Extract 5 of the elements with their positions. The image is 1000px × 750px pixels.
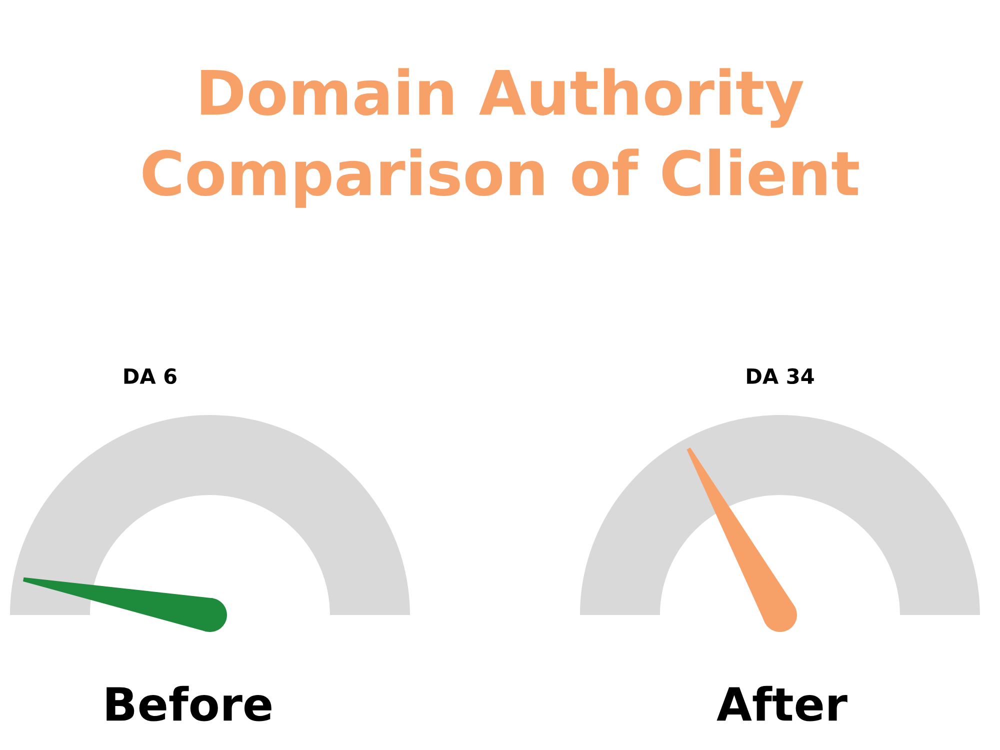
data-label: DA 6 — [124, 368, 176, 384]
data-label: DA 34 — [747, 368, 814, 384]
category-label: After — [716, 686, 848, 722]
text: Domain Authority Comparison of Client — [142, 68, 859, 208]
category-label: Before — [106, 686, 272, 722]
